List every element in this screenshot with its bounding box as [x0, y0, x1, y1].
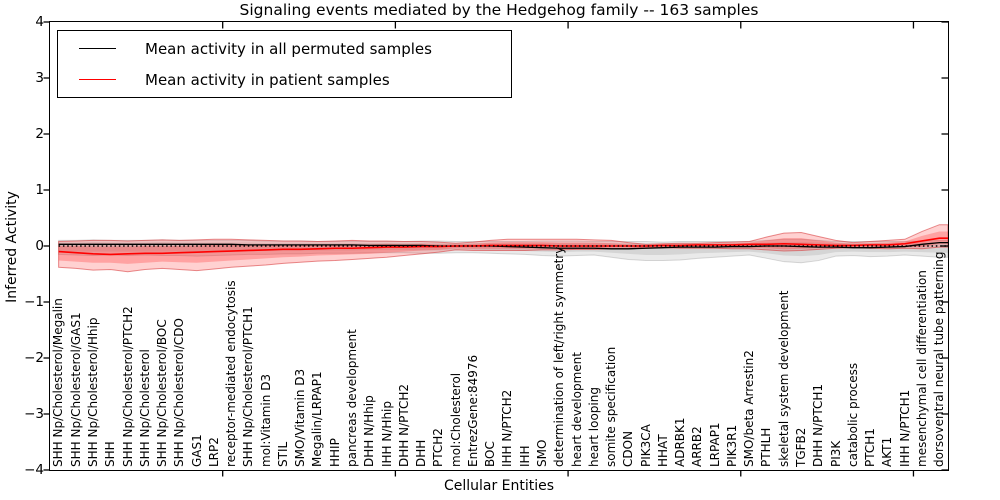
patient-samples-range-inner-band — [58, 231, 948, 264]
x-tick-label: SMO — [534, 439, 549, 467]
legend-label-permuted: Mean activity in all permuted samples — [145, 39, 432, 58]
x-tick-label: DHH N/PTCH1 — [811, 383, 826, 467]
x-tick-label: LRPAP1 — [707, 422, 722, 467]
mean-activity-in-all-permuted-samples-line — [58, 241, 948, 250]
y-tick-label: −4 — [24, 462, 44, 478]
x-tick-label: HHIP — [327, 438, 342, 467]
x-axis-label: Cellular Entities — [443, 478, 555, 494]
patient-samples-range-outer-band — [58, 224, 948, 273]
x-tick-label: PTCH1 — [863, 428, 878, 467]
x-tick-label: SHH Np/Cholesterol/Hhip — [85, 317, 100, 467]
x-tick-label: catabolic process — [845, 362, 860, 467]
x-tick-label: PIK3R1 — [724, 424, 739, 467]
x-tick-label: SHH Np/Cholesterol — [137, 349, 152, 467]
x-tick-label: LRP2 — [206, 437, 221, 467]
x-tick-label: SHH — [103, 441, 118, 467]
x-tick-label: HHAT — [655, 434, 670, 467]
x-tick-label: SMO/Vitamin D3 — [293, 368, 308, 467]
x-tick-label: pancreas development — [345, 329, 359, 467]
x-tick-label: PIK3CA — [638, 424, 653, 467]
x-tick-label: IHH N/PTCH2 — [500, 389, 515, 467]
x-tick-label: Megalin/LRPAP1 — [310, 371, 325, 467]
x-tick-label: ADRBK1 — [673, 417, 688, 467]
x-tick-label: skeletal system development — [776, 290, 791, 467]
x-tick-label: SHH Np/Cholesterol/PTCH2 — [120, 306, 135, 467]
x-tick-label: EntrezGene:84976 — [465, 354, 480, 467]
x-tick-label: dorsoventral neural tube patterning — [932, 251, 947, 467]
x-tick-label: CDON — [621, 430, 636, 467]
y-tick-label: 4 — [35, 14, 44, 30]
x-tick-label: mol:Cholesterol — [448, 372, 463, 467]
x-tick-label: IHH N/PTCH1 — [897, 389, 912, 467]
x-tick-label: SHH Np/Cholesterol/Megalin — [51, 298, 66, 467]
x-tick-label: DHH N/Hhip — [362, 395, 377, 467]
y-tick-label: −3 — [24, 406, 44, 422]
x-tick-label: SHH Np/Cholesterol/GAS1 — [68, 312, 83, 467]
legend-line-sample-black — [79, 48, 116, 49]
x-tick-label: SMO/beta Arrestin2 — [742, 350, 757, 467]
x-tick-label: PTHLH — [759, 427, 774, 467]
x-tick-label: mol:Vitamin D3 — [258, 373, 273, 467]
plot-area — [58, 224, 948, 273]
x-tick-label: SHH Np/Cholesterol/BOC — [155, 319, 170, 467]
x-tick-label: PI3K — [828, 440, 843, 467]
x-tick-label: DHH N/PTCH2 — [396, 383, 411, 467]
legend-line-sample-red — [79, 79, 116, 80]
x-tick-label: SHH Np/Cholesterol/CDO — [172, 318, 187, 467]
x-tick-label: somite specification — [604, 346, 619, 467]
x-tick-label: ARRB2 — [690, 426, 705, 467]
x-tick-label: GAS1 — [189, 434, 204, 467]
legend-entry-permuted: Mean activity in all permuted samples — [58, 32, 511, 65]
y-tick-label: 1 — [35, 182, 44, 198]
x-tick-label: IHH N/Hhip — [379, 401, 394, 467]
x-tick-label: STIL — [275, 441, 290, 467]
legend-entry-patient: Mean activity in patient samples — [58, 63, 511, 96]
x-tick-label: DHH — [414, 439, 429, 467]
legend: Mean activity in all permuted samples Me… — [57, 30, 512, 98]
x-tick-label: IHH — [517, 445, 532, 467]
x-tick-label: mesenchymal cell differentiation — [914, 270, 929, 467]
y-tick-label: 0 — [35, 238, 44, 254]
chart-title: Signaling events mediated by the Hedgeho… — [239, 1, 759, 19]
y-tick-label: 3 — [35, 70, 44, 86]
x-tick-label: heart looping — [586, 387, 601, 467]
x-tick-label: heart development — [569, 352, 584, 467]
legend-label-patient: Mean activity in patient samples — [145, 70, 390, 89]
x-tick-label: BOC — [483, 441, 498, 467]
x-tick-label: determination of left/right symmetry — [552, 246, 567, 467]
x-tick-label: PTCH2 — [431, 428, 446, 467]
x-tick-label: TGFB2 — [794, 427, 808, 467]
mean-activity-in-patient-samples-line — [58, 237, 948, 256]
y-tick-label: −1 — [24, 294, 44, 310]
x-tick-label: AKT1 — [880, 436, 895, 467]
x-tick-label: receptor-mediated endocytosis — [224, 280, 239, 467]
y-tick-label: −2 — [24, 350, 44, 366]
y-tick-label: 2 — [35, 126, 44, 142]
x-tick-label: SHH Np/Cholesterol/PTCH1 — [241, 306, 256, 467]
